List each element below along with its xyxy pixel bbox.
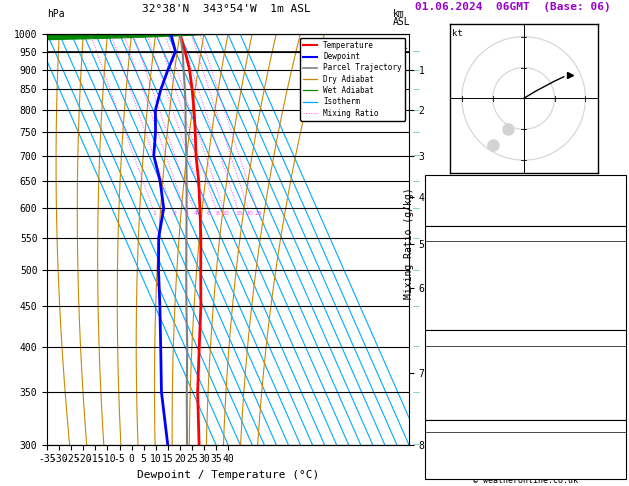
Text: Temp (°C): Temp (°C) <box>428 245 479 254</box>
Text: Hodograph: Hodograph <box>499 423 551 432</box>
Text: Dewp (°C): Dewp (°C) <box>428 259 479 268</box>
Text: 20: 20 <box>246 211 253 216</box>
Text: 25: 25 <box>254 211 262 216</box>
Text: 2: 2 <box>172 211 176 216</box>
Text: —: — <box>413 344 420 349</box>
Text: 8: 8 <box>216 211 220 216</box>
Text: hPa: hPa <box>47 9 65 19</box>
Text: Most Unstable: Most Unstable <box>488 335 562 344</box>
Text: 324: 324 <box>606 364 623 373</box>
Text: 35: 35 <box>611 196 623 205</box>
Text: -0: -0 <box>611 445 623 454</box>
Text: 2.29: 2.29 <box>599 212 623 221</box>
Text: © weatheronline.co.uk: © weatheronline.co.uk <box>473 476 577 485</box>
Text: 01.06.2024  06GMT  (Base: 06): 01.06.2024 06GMT (Base: 06) <box>415 2 611 12</box>
Text: 13: 13 <box>611 180 623 189</box>
Text: —: — <box>413 178 420 184</box>
Text: CIN (J): CIN (J) <box>428 407 468 416</box>
Text: 1: 1 <box>153 211 157 216</box>
Text: kt: kt <box>452 29 463 38</box>
Text: 0: 0 <box>617 303 623 312</box>
Text: 6: 6 <box>206 211 210 216</box>
Text: PW (cm): PW (cm) <box>428 212 468 221</box>
Text: θₑ (K): θₑ (K) <box>428 364 462 373</box>
Text: 3: 3 <box>617 378 623 387</box>
Text: —: — <box>413 87 420 92</box>
Text: 0: 0 <box>617 407 623 416</box>
Text: 4: 4 <box>193 211 197 216</box>
Text: StmSpd (kt): StmSpd (kt) <box>428 468 491 476</box>
Text: 16.3: 16.3 <box>599 259 623 268</box>
Text: Lifted Index: Lifted Index <box>428 378 497 387</box>
Text: K: K <box>428 180 433 189</box>
Text: —: — <box>413 67 420 73</box>
Text: 10: 10 <box>221 211 229 216</box>
Text: 32°38'N  343°54'W  1m ASL: 32°38'N 343°54'W 1m ASL <box>142 3 311 14</box>
Text: CIN (J): CIN (J) <box>428 317 468 326</box>
Text: Totals Totals: Totals Totals <box>428 196 503 205</box>
Text: 0: 0 <box>617 393 623 402</box>
Text: Lifted Index: Lifted Index <box>428 288 497 297</box>
Text: —: — <box>413 267 420 274</box>
Text: —: — <box>413 303 420 310</box>
Text: 20.1: 20.1 <box>599 245 623 254</box>
Text: —: — <box>413 49 420 54</box>
Text: 1014: 1014 <box>599 349 623 358</box>
Text: —: — <box>413 235 420 241</box>
X-axis label: Dewpoint / Temperature (°C): Dewpoint / Temperature (°C) <box>137 470 319 480</box>
Text: 3: 3 <box>184 211 188 216</box>
Text: —: — <box>413 442 420 448</box>
Text: 15: 15 <box>235 211 243 216</box>
Text: 7: 7 <box>617 468 623 476</box>
Text: ASL: ASL <box>393 17 411 27</box>
Text: 3: 3 <box>617 288 623 297</box>
Text: CAPE (J): CAPE (J) <box>428 303 474 312</box>
Text: EH: EH <box>428 434 439 443</box>
Text: 0: 0 <box>617 317 623 326</box>
Text: —: — <box>413 129 420 135</box>
Text: Mixing Ratio (g/kg): Mixing Ratio (g/kg) <box>404 187 415 299</box>
Text: km: km <box>393 9 405 19</box>
Text: Pressure (mb): Pressure (mb) <box>428 349 503 358</box>
Text: 343°: 343° <box>599 456 623 465</box>
Text: —: — <box>413 205 420 211</box>
Text: SREH: SREH <box>428 445 451 454</box>
Text: 324: 324 <box>606 274 623 283</box>
Text: CAPE (J): CAPE (J) <box>428 393 474 402</box>
Text: 9: 9 <box>617 434 623 443</box>
Text: Surface: Surface <box>505 230 545 239</box>
Text: θₑ(K): θₑ(K) <box>428 274 457 283</box>
Text: —: — <box>413 389 420 395</box>
Text: —: — <box>413 153 420 159</box>
Text: —: — <box>413 107 420 113</box>
Text: StmDir: StmDir <box>428 456 462 465</box>
Text: LCL: LCL <box>392 42 408 51</box>
Legend: Temperature, Dewpoint, Parcel Trajectory, Dry Adiabat, Wet Adiabat, Isotherm, Mi: Temperature, Dewpoint, Parcel Trajectory… <box>301 38 405 121</box>
